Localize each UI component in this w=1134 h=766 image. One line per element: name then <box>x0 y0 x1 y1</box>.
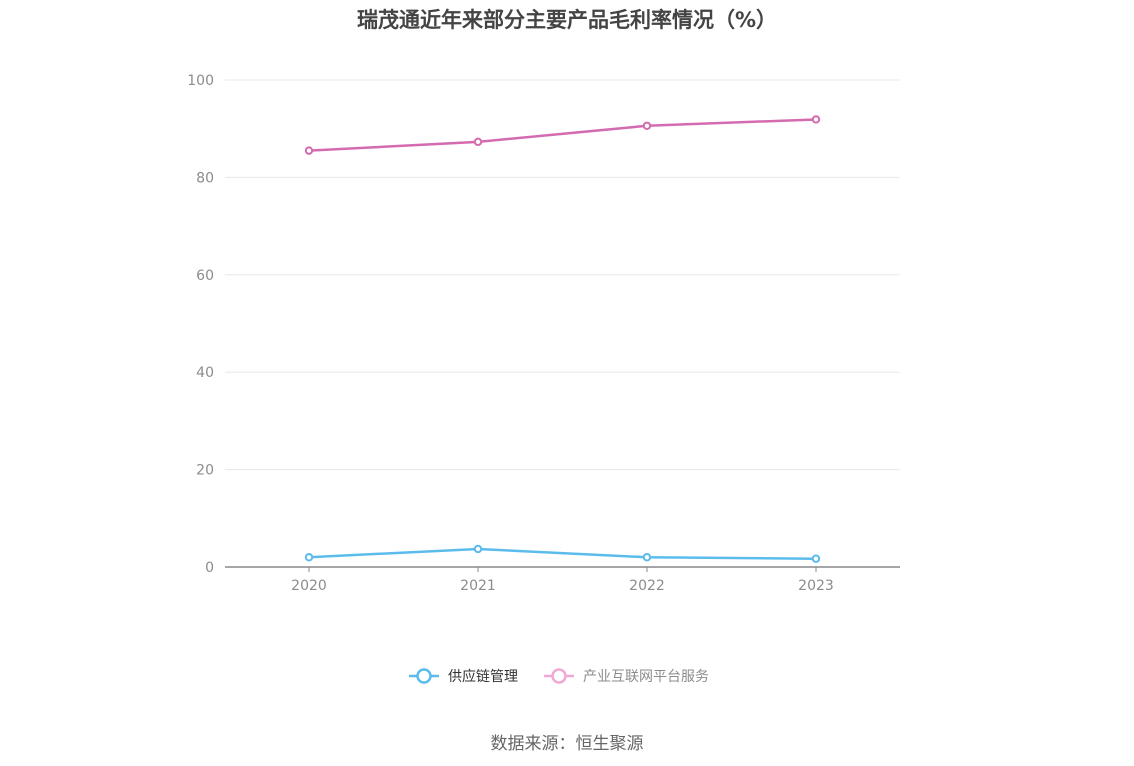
axes: 0 20 40 60 80 100 2020 2021 2022 2023 <box>187 73 900 594</box>
legend-label: 产业互联网平台服务 <box>583 669 709 685</box>
y-tick-label: 100 <box>187 73 214 89</box>
y-tick-label: 80 <box>196 170 214 186</box>
legend-marker <box>551 668 567 684</box>
legend: 供应链管理 产业互联网平台服务 <box>409 668 709 685</box>
x-tick-label: 2023 <box>798 578 834 594</box>
y-tick-label: 0 <box>205 560 214 576</box>
y-tick-label: 20 <box>196 463 214 479</box>
x-tick-label: 2022 <box>629 578 665 594</box>
data-point[interactable] <box>304 553 314 562</box>
x-tick-label: 2021 <box>460 578 496 594</box>
series-lines <box>304 115 821 563</box>
legend-label: 供应链管理 <box>448 668 518 685</box>
data-point[interactable] <box>473 544 483 554</box>
data-point[interactable] <box>473 137 483 147</box>
source-note: 数据来源：恒生聚源 <box>490 734 644 754</box>
y-tick-label: 60 <box>196 268 214 284</box>
chart-title: 瑞茂通近年来部分主要产品毛利率情况（%） <box>356 8 778 32</box>
x-tick-label: 2020 <box>291 578 327 594</box>
data-point[interactable] <box>642 121 652 130</box>
legend-marker <box>416 668 432 684</box>
data-point[interactable] <box>304 146 314 155</box>
data-point[interactable] <box>811 554 821 563</box>
grid-lines <box>225 79 900 471</box>
series-line-1 <box>308 118 817 152</box>
data-point[interactable] <box>811 115 821 124</box>
data-point[interactable] <box>642 553 652 562</box>
series-line-0 <box>308 547 817 560</box>
legend-item-0[interactable]: 供应链管理 <box>409 668 518 685</box>
y-tick-label: 40 <box>196 365 214 381</box>
legend-item-1[interactable]: 产业互联网平台服务 <box>544 668 709 685</box>
